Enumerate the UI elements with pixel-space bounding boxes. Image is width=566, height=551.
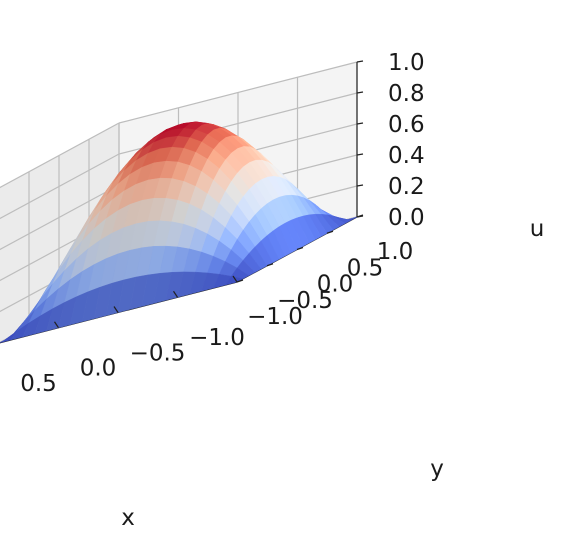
x-tick-mark — [54, 321, 59, 329]
axis-labels: x y u — [121, 216, 544, 531]
y-axis-label: y — [430, 456, 444, 482]
z-tick-mark — [356, 215, 364, 218]
surface-cell — [224, 275, 244, 286]
y-tick-mark — [296, 246, 304, 251]
x-tick-label: −1.0 — [189, 325, 245, 351]
x-tick-mark — [173, 290, 178, 298]
z-axis-label: u — [530, 216, 545, 242]
x-axis-label: x — [121, 505, 135, 531]
tick-labels: 1.00.50.0−0.5−1.0−1.0−0.50.00.51.00.00.2… — [20, 50, 425, 397]
grid-line-z-left — [0, 184, 120, 251]
y-tick-label: −0.5 — [277, 288, 333, 314]
grid-line-z-back — [118, 61, 358, 124]
z-tick-label: 0.4 — [388, 143, 425, 169]
x-tick-label: −0.5 — [130, 340, 186, 366]
y-tick-label: 0.5 — [347, 255, 384, 281]
z-tick-label: 0.6 — [388, 112, 425, 138]
y-tick-label: 0.0 — [317, 272, 354, 298]
y-tick-mark — [326, 230, 334, 234]
x-tick-mark — [232, 275, 238, 283]
z-tick-label: 1.0 — [388, 50, 425, 76]
z-tick-mark — [356, 184, 364, 187]
y-tick-mark — [266, 263, 274, 267]
z-tick-mark — [356, 122, 364, 125]
grid-line-z-left — [0, 122, 120, 189]
y-tick-mark — [236, 279, 244, 283]
x-tick-mark — [113, 306, 119, 313]
z-tick-mark — [356, 153, 364, 156]
x-tick-label: 0.5 — [20, 371, 57, 397]
z-tick-label: 0.8 — [388, 81, 425, 107]
grid-line-z-left — [0, 153, 120, 220]
surface-mesh — [0, 121, 358, 343]
y-tick-label: 1.0 — [377, 239, 414, 265]
z-tick-label: 0.2 — [388, 174, 425, 200]
z-tick-label: 0.0 — [388, 205, 425, 231]
x-tick-label: 0.0 — [80, 356, 117, 382]
y-tick-label: −1.0 — [247, 304, 303, 330]
z-tick-mark — [356, 91, 364, 94]
z-tick-mark — [356, 60, 364, 63]
